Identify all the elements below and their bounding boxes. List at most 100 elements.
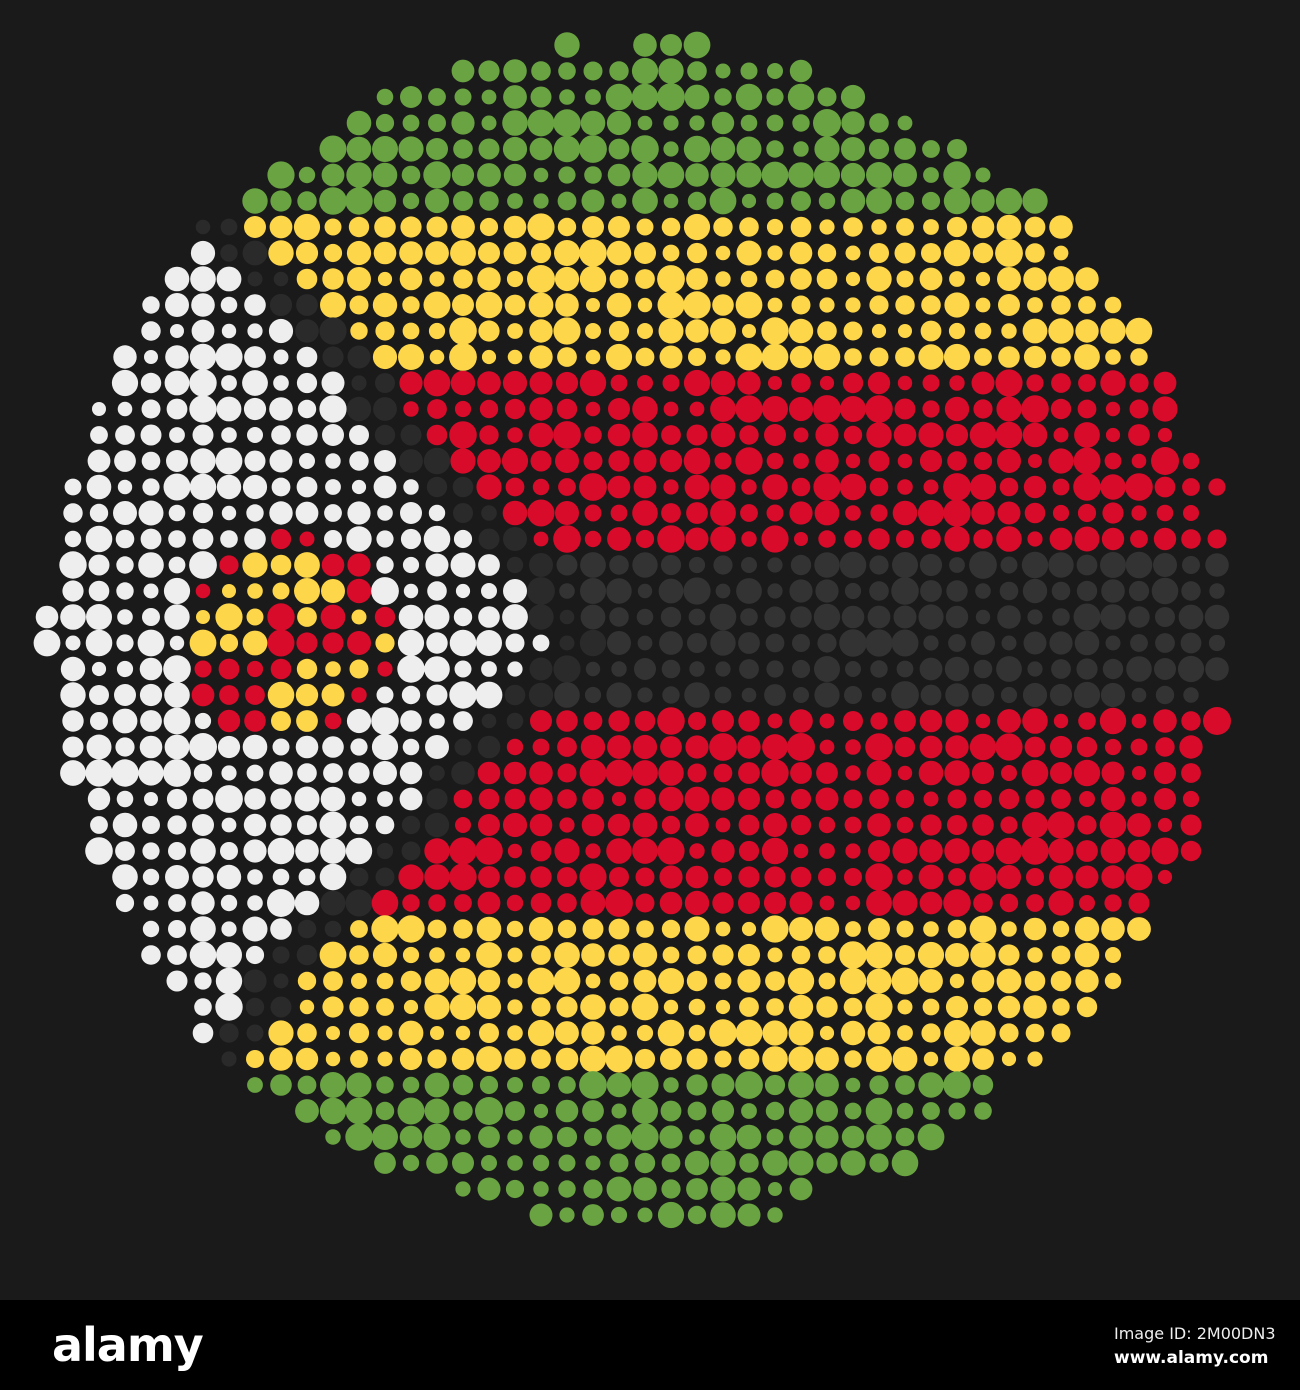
flag-dot (1151, 837, 1179, 865)
flag-dot (945, 735, 969, 759)
flag-dot (788, 396, 814, 422)
flag-dot (869, 243, 889, 263)
flag-dot (609, 61, 629, 81)
flag-dot (295, 735, 319, 759)
flag-dot (919, 553, 943, 577)
flag-dot (424, 1098, 450, 1124)
flag-dot (894, 710, 916, 732)
flag-dot (351, 791, 367, 807)
flag-dot (1027, 661, 1043, 677)
flag-dot (533, 1103, 549, 1119)
flag-dot (425, 735, 449, 759)
flag-dot (584, 530, 602, 548)
flag-dot (1023, 631, 1047, 655)
flag-dot (400, 528, 422, 550)
flag-dot (714, 868, 732, 886)
flag-dot (764, 1074, 786, 1096)
flag-dot (866, 968, 892, 994)
flag-dot (868, 918, 890, 940)
flag-dot (741, 193, 757, 209)
flag-dot (345, 1123, 373, 1151)
flag-dot (944, 292, 970, 318)
flag-dot (895, 1075, 915, 1095)
flag-dot (1209, 583, 1225, 599)
flag-dot (194, 972, 212, 990)
flag-dot (943, 161, 971, 189)
flag-dot (788, 1020, 814, 1046)
flag-dot (918, 864, 944, 890)
flag-dot (659, 1125, 683, 1149)
flag-dot (659, 891, 683, 915)
flag-dot (244, 450, 266, 472)
flag-dot (944, 526, 970, 552)
flag-dot (424, 864, 450, 890)
flag-dot (554, 838, 580, 864)
flag-dot (921, 529, 941, 549)
flag-dot (971, 215, 995, 239)
flag-dot (271, 425, 291, 445)
flag-dot (375, 321, 395, 341)
flag-dot (481, 713, 497, 729)
flag-dot (553, 421, 581, 449)
flag-dot (245, 685, 265, 705)
flag-dot (190, 266, 216, 292)
flag-dot (969, 863, 997, 891)
flag-dot (710, 526, 736, 552)
flag-dot (559, 635, 575, 651)
flag-dot (637, 375, 653, 391)
flag-dot (377, 1025, 393, 1041)
flag-dot (818, 868, 836, 886)
flag-dot (767, 297, 783, 313)
flag-dot (789, 579, 813, 603)
flag-dot (350, 322, 368, 340)
flag-dot (583, 1179, 603, 1199)
flag-dot (372, 344, 398, 370)
flag-dot (428, 114, 446, 132)
flag-dot (401, 165, 421, 185)
flag-dot (943, 473, 971, 501)
flag-dot (735, 1019, 763, 1047)
flag-dot (114, 684, 136, 706)
flag-dot (299, 531, 315, 547)
flag-dot (87, 449, 111, 473)
flag-dot (1051, 347, 1071, 367)
flag-dot (374, 450, 396, 472)
flag-dot (349, 815, 369, 835)
flag-dot (790, 216, 812, 238)
flag-dot (427, 1049, 447, 1069)
flag-dot (454, 660, 472, 678)
flag-dot (296, 632, 318, 654)
flag-dot (507, 999, 523, 1015)
flag-dot (143, 895, 159, 911)
flag-dot (947, 919, 967, 939)
flag-dot (818, 530, 836, 548)
flag-dot (709, 733, 737, 761)
flag-dot (791, 477, 811, 497)
flag-dot (870, 712, 888, 730)
flag-dot (399, 761, 423, 785)
flag-dot (632, 838, 658, 864)
flag-dot (1051, 1023, 1071, 1043)
flag-dot (892, 500, 918, 526)
flag-dot (528, 916, 554, 942)
flag-dot (1074, 916, 1100, 942)
flag-dot (529, 787, 553, 811)
flag-dot (791, 659, 811, 679)
flag-dot (997, 449, 1021, 473)
flag-dot (190, 240, 216, 266)
flag-dot (270, 658, 292, 680)
flag-dot (424, 838, 450, 864)
website-link[interactable]: www.alamy.com (1114, 1348, 1269, 1368)
flag-dot (479, 399, 499, 419)
flag-dot (507, 661, 523, 677)
flag-dot (684, 916, 710, 942)
flag-dot (762, 1150, 788, 1176)
flag-dot (449, 993, 477, 1021)
flag-dot (1026, 374, 1044, 392)
flag-dot (555, 1047, 579, 1071)
flag-dot (556, 398, 578, 420)
flag-dot (1048, 448, 1074, 474)
flag-dot (529, 319, 553, 343)
flag-dot (609, 1153, 629, 1173)
flag-dot (346, 526, 372, 552)
